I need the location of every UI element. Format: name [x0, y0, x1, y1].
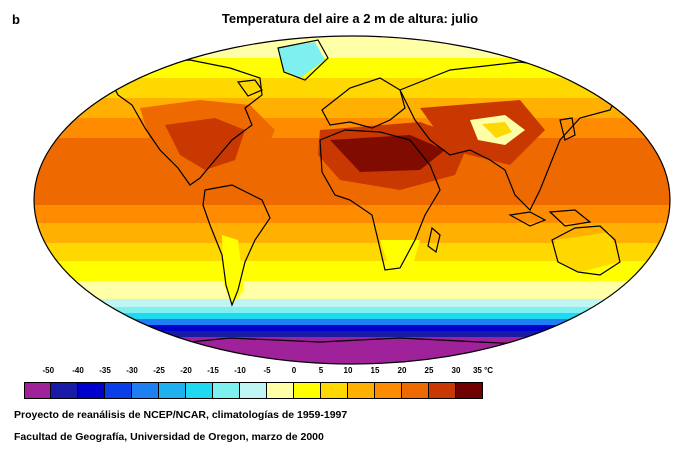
credit-line-2: Facultad de Geografía, Universidad de Or…: [14, 431, 324, 443]
legend-label: -50: [42, 366, 55, 375]
legend-swatch: [402, 383, 429, 398]
legend-label: -10: [234, 366, 246, 375]
legend-label: -40: [72, 366, 84, 375]
legend-swatch: [348, 383, 375, 398]
legend-label: -35: [99, 366, 111, 375]
legend-swatch: [240, 383, 267, 398]
legend-labels: -50 -40 -35 -30 -25 -20 -15 -10 -5 0 5 10 15 20 25 30 35…: [24, 366, 494, 380]
legend-label: -20: [180, 366, 192, 375]
legend-swatch: [186, 383, 213, 398]
legend-label: 10: [343, 366, 353, 375]
credit-line-1: Proyecto de reanálisis de NCEP/NCAR, cli…: [14, 409, 348, 421]
legend-swatch: [105, 383, 132, 398]
legend-swatch: [213, 383, 240, 398]
legend-label: 0: [291, 366, 297, 375]
color-legend: -50 -40 -35 -30 -25 -20 -15 -10 -5 0 5 10 15 20 25 30 35…: [24, 366, 494, 402]
legend-label: 25: [424, 366, 434, 375]
legend-swatch: [24, 383, 51, 398]
legend-label: 35 °C: [472, 366, 494, 375]
legend-label: -5: [263, 366, 271, 375]
legend-label: 15: [370, 366, 380, 375]
legend-swatch: [132, 383, 159, 398]
legend-swatch: [429, 383, 456, 398]
legend-color-bar: [24, 382, 483, 399]
legend-swatch: [456, 383, 483, 398]
legend-label: -25: [153, 366, 165, 375]
legend-swatch: [267, 383, 294, 398]
legend-swatch: [321, 383, 348, 398]
legend-swatch: [51, 383, 78, 398]
legend-swatch: [294, 383, 321, 398]
globe-outline: [33, 35, 671, 365]
legend-label: -30: [126, 366, 138, 375]
legend-swatch: [78, 383, 105, 398]
legend-label: 5: [318, 366, 324, 375]
coastlines: [107, 39, 621, 347]
panel-letter: b: [12, 12, 20, 27]
legend-swatch: [159, 383, 186, 398]
map-title: Temperatura del aire a 2 m de altura: ju…: [221, 11, 479, 26]
legend-label: -15: [207, 366, 219, 375]
legend-swatch: [375, 383, 402, 398]
legend-label: 30: [451, 366, 461, 375]
temperature-field: [34, 36, 670, 364]
legend-label: 20: [397, 366, 407, 375]
